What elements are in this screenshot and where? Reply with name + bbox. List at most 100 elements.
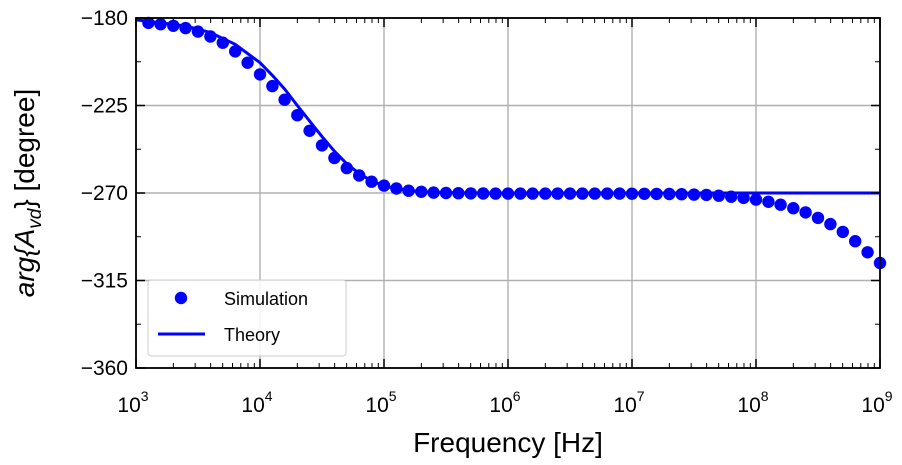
x-tick-base: 10 [365, 394, 388, 417]
simulation-point [303, 124, 316, 137]
simulation-point [365, 175, 378, 188]
simulation-point [563, 187, 577, 200]
simulation-point [675, 188, 688, 201]
simulation-point [328, 151, 341, 165]
legend-box [147, 279, 347, 357]
simulation-point [229, 45, 242, 58]
x-tick-label: 103 [117, 388, 148, 417]
x-tick-label: 109 [861, 388, 892, 417]
simulation-point [526, 187, 539, 200]
x-tick-labels: 103 104 105 106 107 108 109 [117, 388, 892, 417]
simulation-point [861, 246, 874, 259]
y-axis-title: arg{Avd} [degree] [9, 89, 46, 297]
simulation-point [439, 186, 453, 200]
simulation-point [415, 185, 428, 198]
simulation-point [167, 19, 180, 32]
simulation-point [625, 187, 639, 200]
x-tick-exponent: 9 [885, 388, 893, 404]
y-tick-label: −225 [81, 95, 128, 118]
x-tick-exponent: 7 [637, 388, 645, 404]
y-tick-label: −180 [81, 7, 128, 30]
simulation-point [402, 184, 415, 197]
legend-simulation-label: Simulation [224, 289, 308, 309]
simulation-point [489, 187, 502, 200]
simulation-point [464, 187, 477, 200]
simulation-point [204, 30, 217, 43]
simulation-point [836, 225, 849, 239]
simulation-point [588, 187, 601, 200]
simulation-point [191, 25, 205, 38]
simulation-point [749, 193, 763, 206]
x-tick-exponent: 4 [265, 388, 273, 404]
x-tick-base: 10 [613, 394, 636, 417]
simulation-point [712, 189, 725, 202]
simulation-point [241, 56, 254, 69]
x-tick-label: 106 [489, 388, 520, 417]
theory-series [135, 18, 880, 195]
y-axis-title-prefix: arg{A [9, 229, 40, 298]
x-tick-base: 10 [861, 394, 884, 417]
x-tick-exponent: 3 [141, 388, 149, 404]
x-tick-exponent: 6 [513, 388, 521, 404]
simulation-point [811, 211, 825, 225]
simulation-point [725, 190, 738, 203]
x-tick-base: 10 [489, 394, 512, 417]
y-axis-title-subscript: vd [25, 207, 46, 229]
simulation-point [774, 198, 787, 211]
x-axis-title: Frequency [Hz] [413, 427, 603, 458]
simulation-point [551, 187, 564, 200]
x-tick-label: 108 [737, 388, 768, 417]
simulation-point [452, 187, 465, 200]
simulation-point [737, 191, 750, 205]
y-tick-label: −360 [81, 357, 128, 380]
simulation-point [278, 93, 291, 106]
simulation-point [824, 217, 837, 231]
simulation-point [514, 187, 527, 200]
x-tick-base: 10 [241, 394, 264, 417]
simulation-point [253, 68, 267, 81]
simulation-point [762, 195, 775, 208]
simulation-point [613, 187, 626, 200]
simulation-point [179, 21, 192, 35]
simulation-point [501, 187, 515, 200]
x-tick-exponent: 5 [389, 388, 397, 404]
y-axis-title-suffix: } [degree] [9, 89, 40, 209]
simulation-point [377, 179, 391, 192]
simulation-point [787, 202, 800, 215]
simulation-point [799, 206, 812, 219]
simulation-point [849, 235, 862, 248]
theory-line [135, 18, 880, 195]
legend-theory-label: Theory [224, 325, 280, 345]
simulation-point [576, 187, 589, 200]
simulation-point [663, 187, 676, 201]
simulation-point [687, 188, 701, 201]
x-tick-label: 105 [365, 388, 396, 417]
x-tick-label: 107 [613, 388, 644, 417]
simulation-point [700, 188, 713, 202]
axis-ticks [135, 17, 881, 369]
simulation-point [216, 36, 229, 49]
x-tick-base: 10 [117, 394, 140, 417]
simulation-point [353, 169, 366, 182]
simulation-point [638, 187, 651, 200]
y-tick-labels: −180 −225 −270 −315 −360 [81, 7, 128, 380]
simulation-point [650, 187, 663, 201]
simulation-point [266, 79, 279, 93]
x-tick-exponent: 8 [761, 388, 769, 404]
simulation-point [315, 139, 329, 152]
simulation-series [142, 16, 887, 270]
simulation-point [154, 18, 167, 31]
x-tick-base: 10 [737, 394, 760, 417]
simulation-point [291, 109, 304, 122]
y-tick-label: −270 [81, 182, 128, 205]
simulation-point [427, 186, 440, 199]
simulation-point [539, 187, 552, 200]
simulation-point [601, 187, 614, 200]
legend-simulation-marker [174, 291, 188, 305]
simulation-point [477, 187, 490, 200]
simulation-point [340, 161, 353, 175]
simulation-point [390, 182, 403, 195]
simulation-point [142, 16, 155, 30]
y-tick-label: −315 [81, 270, 128, 293]
